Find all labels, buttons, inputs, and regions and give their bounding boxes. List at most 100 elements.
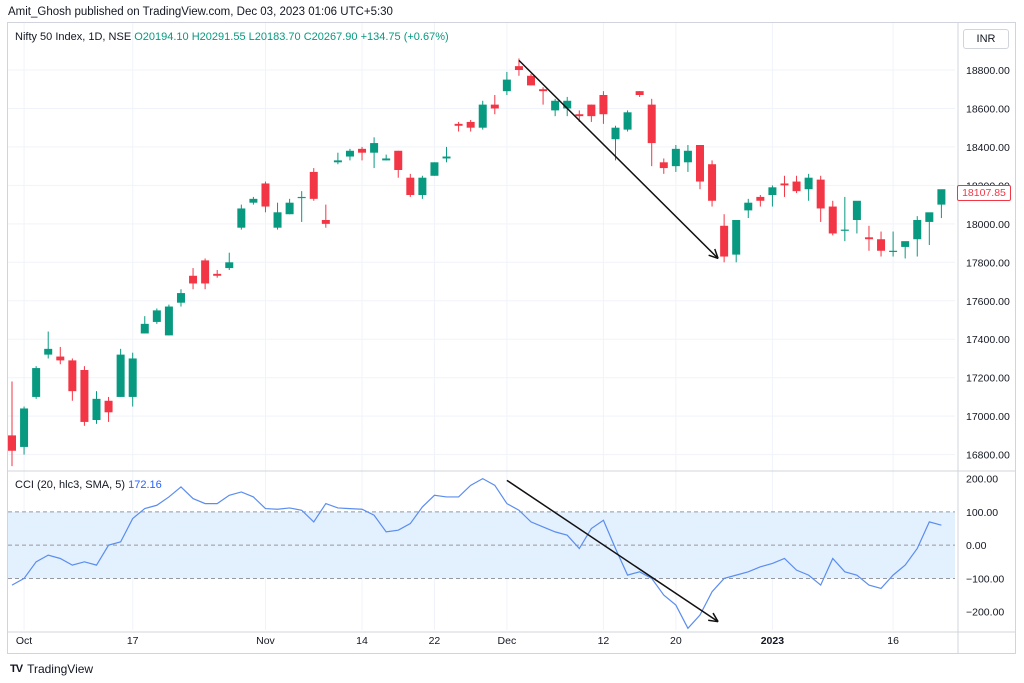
symbol-label: Nifty 50 Index, 1D, NSE (15, 31, 132, 43)
time-tick-label: Nov (256, 635, 275, 647)
candle-body (370, 143, 379, 153)
candle-body (575, 114, 584, 117)
change-value: +134.75 (+0.67%) (360, 31, 449, 43)
candle-body (659, 162, 668, 169)
candle-body (358, 148, 367, 153)
candle-body (478, 104, 487, 128)
candle-body (901, 241, 910, 247)
candle-body (635, 91, 644, 95)
candle-body (297, 196, 306, 199)
footer-brand: TradingView (27, 662, 94, 676)
cci-tick-label: 200.00 (966, 474, 998, 486)
time-tick-label: 14 (356, 635, 368, 647)
cci-trend-arrow (506, 479, 719, 623)
candle-body (189, 275, 198, 284)
candle-body (44, 348, 53, 355)
annotation-layer (506, 59, 719, 623)
candle-body (20, 408, 29, 447)
price-trend-arrow-head (714, 248, 719, 259)
high-value: H20291.55 (191, 31, 246, 43)
cci-trend-arrow-head (708, 619, 719, 623)
grid-layer (8, 23, 1015, 653)
candle-body (128, 358, 137, 397)
candle-body (840, 229, 849, 231)
candle-body (708, 164, 717, 201)
footer[interactable]: TV TradingView (10, 662, 93, 676)
candle-body (140, 323, 149, 334)
candle-body (828, 206, 837, 234)
cci-band-layer (8, 511, 955, 579)
candle-body (8, 435, 16, 451)
price-trend-arrow (518, 59, 719, 259)
candle-body (213, 273, 222, 276)
cci-label: CCI (20, hlc3, SMA, 5) (15, 479, 126, 491)
candle-body (732, 220, 741, 255)
candle-body (56, 356, 65, 361)
price-tick-label: 18800.00 (966, 65, 1010, 77)
candle-body (587, 104, 596, 117)
time-tick-label: 17 (127, 635, 139, 647)
cci-tick-label: 0.00 (966, 540, 987, 552)
candle-body (937, 189, 946, 205)
tradingview-logo-icon: TV (10, 663, 23, 675)
candle-body (164, 306, 173, 336)
candle-body (889, 250, 898, 252)
cci-tick-label: 100.00 (966, 507, 998, 519)
currency-selector[interactable]: INR (963, 29, 1009, 49)
candle-body (321, 220, 330, 224)
candle-body (490, 104, 499, 109)
candle-body (382, 158, 391, 161)
x-axis-layer: Oct 17 Nov 14 22 Dec 12 20 2023 16 (16, 635, 899, 647)
candle-body (237, 208, 246, 228)
candle-body (514, 66, 523, 70)
candle-body (599, 95, 608, 115)
chart-frame[interactable] (7, 22, 1016, 654)
candle-body (152, 310, 161, 322)
time-tick-label: 20 (670, 635, 682, 647)
candle-body (816, 179, 825, 209)
price-tick-label: 18600.00 (966, 103, 1010, 115)
candle-body (249, 198, 258, 203)
candle-body (430, 162, 439, 176)
cci-trend-arrow-head (712, 612, 719, 623)
candle-body (333, 160, 342, 163)
candle-body (442, 156, 451, 159)
candle-body (780, 183, 789, 186)
candle-body (394, 150, 403, 170)
candle-body (406, 177, 415, 195)
candle-body (913, 220, 922, 240)
candle-body (611, 127, 620, 140)
price-tick-label: 17400.00 (966, 334, 1010, 346)
candle-body (720, 225, 729, 257)
price-tick-label: 18400.00 (966, 142, 1010, 154)
price-tick-label: 17600.00 (966, 296, 1010, 308)
candle-body (671, 148, 680, 167)
price-legend: Nifty 50 Index, 1D, NSE O20194.10 H20291… (15, 31, 449, 43)
y-axis-layer: 18800.0018600.0018400.0018200.0018000.00… (966, 65, 1010, 619)
candle-body (695, 145, 704, 182)
low-value: L20183.70 (248, 31, 301, 43)
price-tick-label: 18000.00 (966, 219, 1010, 231)
candle-body (116, 354, 125, 397)
time-tick-label: Dec (498, 635, 517, 647)
cci-tick-label: −100.00 (966, 573, 1004, 585)
candle-body (345, 150, 354, 157)
candle-body (32, 368, 41, 397)
candle-body (418, 177, 427, 195)
candle-body (551, 100, 560, 111)
candle-body (563, 100, 572, 109)
candle-body (104, 400, 113, 413)
price-tick-label: 16800.00 (966, 450, 1010, 462)
candle-body (864, 237, 873, 240)
candle-body (80, 370, 89, 422)
cci-line (11, 477, 942, 630)
candle-body (925, 212, 934, 222)
candle-body (285, 202, 294, 215)
candle-body (527, 75, 536, 86)
time-tick-label: 2023 (761, 635, 785, 647)
time-tick-label: 16 (887, 635, 899, 647)
candle-body (454, 123, 463, 126)
time-tick-label: 22 (429, 635, 441, 647)
close-value: C20267.90 (303, 31, 358, 43)
